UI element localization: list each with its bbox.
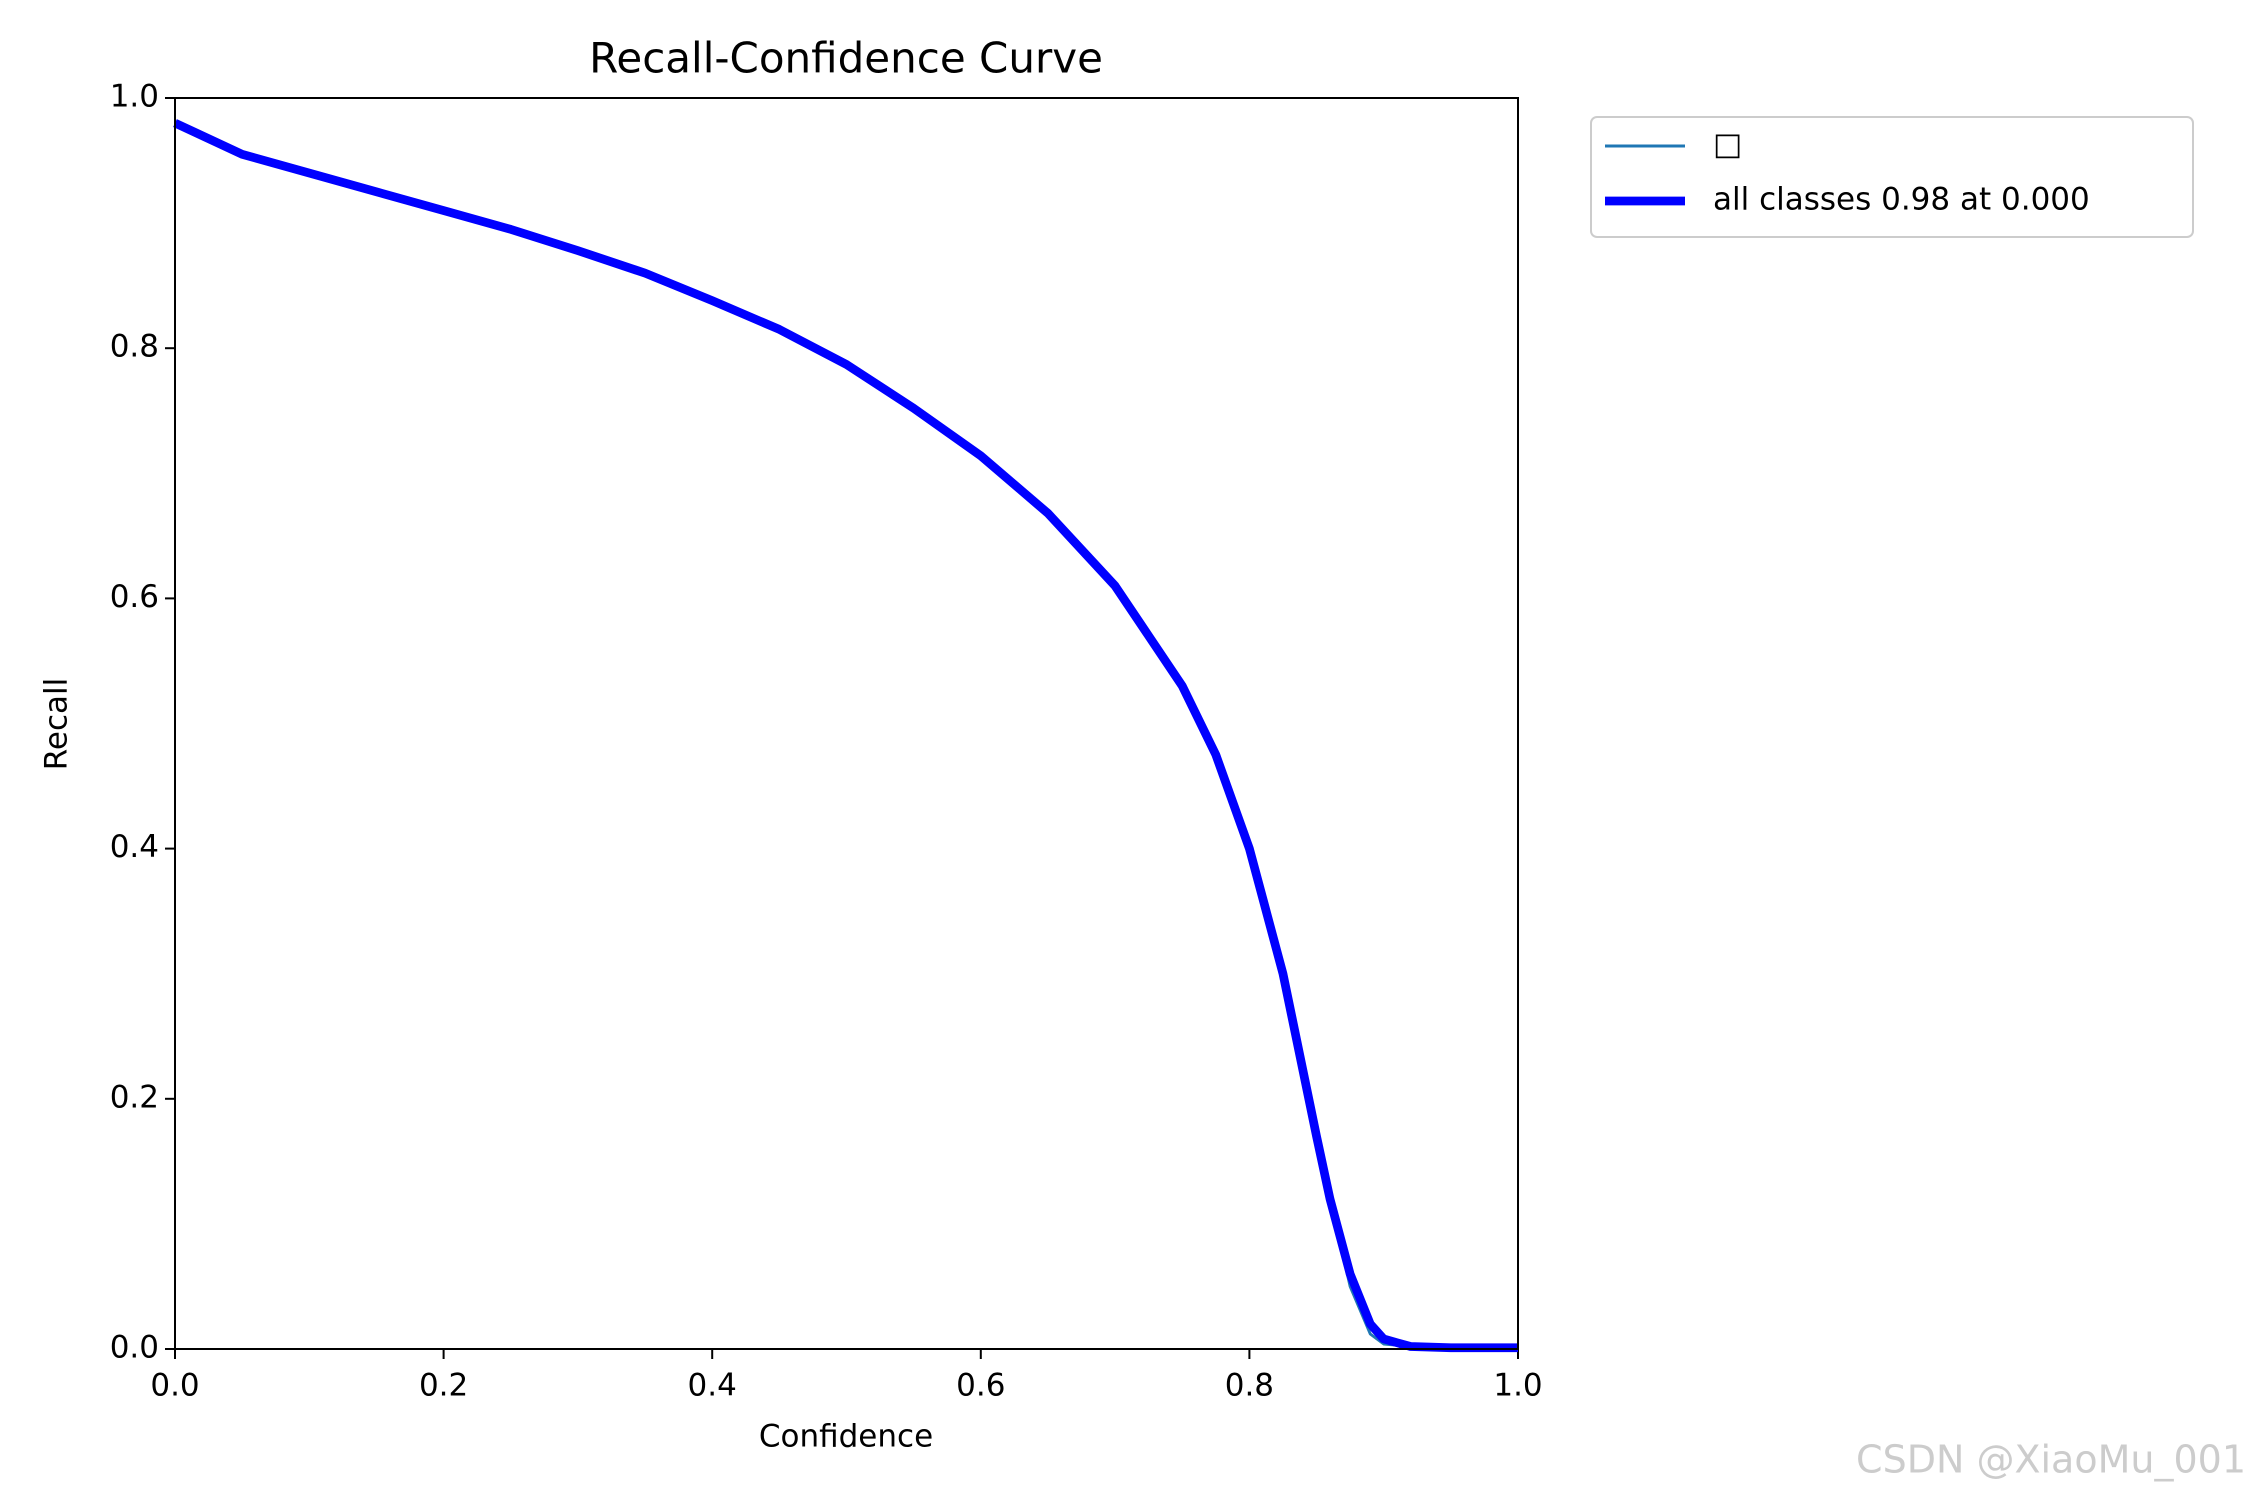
x-tick-label: 0.2 — [419, 1368, 468, 1404]
chart-title: Recall-Confidence Curve — [589, 34, 1103, 83]
series-line — [174, 121, 1518, 1350]
x-tick-label: 1.0 — [1493, 1368, 1542, 1404]
plot-frame — [174, 97, 1519, 1350]
x-axis-label: Confidence — [759, 1419, 933, 1455]
x-tick-label: 0.0 — [150, 1368, 199, 1404]
y-tick-label: 0.4 — [110, 829, 159, 865]
watermark: CSDN @XiaoMu_001 — [1856, 1438, 2246, 1482]
y-tick-label: 0.8 — [110, 329, 159, 365]
series-line — [173, 119, 1518, 1353]
legend-label: all classes 0.98 at 0.000 — [1713, 182, 2090, 218]
y-tick-label: 1.0 — [110, 79, 159, 115]
legend-box — [1590, 116, 2194, 238]
y-tick-label: 0.0 — [110, 1330, 159, 1366]
y-tick-label: 0.6 — [110, 579, 159, 615]
y-axis-label: Recall — [39, 678, 75, 771]
legend-label: □ — [1713, 127, 1742, 163]
y-tick-label: 0.2 — [110, 1079, 159, 1115]
x-tick-label: 0.6 — [956, 1368, 1005, 1404]
x-tick-label: 0.4 — [688, 1368, 737, 1404]
x-tick-label: 0.8 — [1225, 1368, 1274, 1404]
